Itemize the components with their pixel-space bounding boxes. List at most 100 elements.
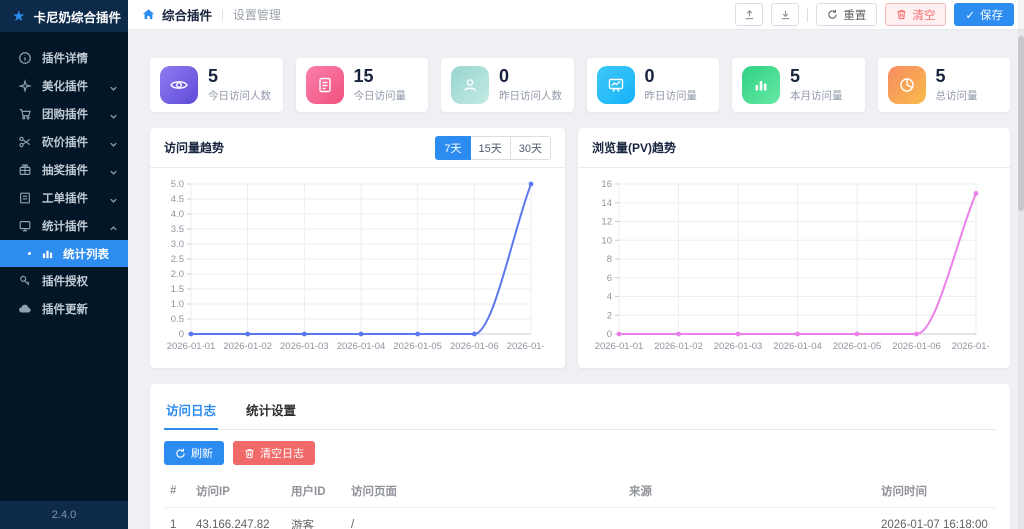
tab-access-log[interactable]: 访问日志	[164, 396, 219, 430]
sidebar-item-group-buy[interactable]: 团购插件	[0, 100, 128, 128]
stat-value: 0	[644, 65, 655, 86]
visits-chart-body: 2026-01-01 2026-01-02 2026-01-03 2026-01-04…	[150, 168, 565, 368]
stat-label: 昨日访问人数	[499, 90, 562, 103]
star-icon: ★	[12, 7, 26, 25]
scrollbar-thumb[interactable]	[1018, 36, 1024, 211]
stat-value: 15	[353, 65, 374, 86]
svg-text:8: 8	[607, 254, 612, 265]
svg-text:4.0: 4.0	[171, 209, 184, 220]
magic-icon	[18, 79, 32, 93]
sidebar-item-bargain[interactable]: 砍价插件	[0, 128, 128, 156]
scrollbar-track[interactable]	[1018, 0, 1024, 529]
clear-log-button[interactable]: 清空日志	[233, 441, 315, 465]
trash-icon	[244, 448, 255, 459]
svg-text:10: 10	[601, 235, 612, 246]
check-icon: ✓	[965, 9, 975, 22]
tab-statistics-settings[interactable]: 统计设置	[246, 404, 297, 418]
version-label: 2.4.0	[0, 501, 128, 529]
table-header-row: # 访问IP 用户ID 访问页面 来源 访问时间	[164, 475, 996, 508]
user-icon	[451, 66, 489, 104]
svg-text:2026-01-06: 2026-01-06	[450, 341, 499, 352]
breadcrumb-divider: |	[221, 8, 224, 21]
refresh-icon	[827, 9, 838, 20]
import-button[interactable]	[771, 3, 800, 26]
svg-text:2026-01-02: 2026-01-02	[654, 341, 703, 352]
download-icon	[780, 9, 791, 20]
reset-button[interactable]: 重置	[816, 3, 878, 26]
svg-text:2026-01-04: 2026-01-04	[337, 341, 386, 352]
visits-panel-header: 访问量趋势 7天 15天 30天	[150, 128, 565, 168]
svg-text:2026-01-03: 2026-01-03	[280, 341, 329, 352]
charts-row: 访问量趋势 7天 15天 30天 2026-01-01 2026-01-02 202…	[150, 128, 1010, 368]
chevron-down-icon	[109, 166, 118, 175]
sidebar-item-statistics[interactable]: 统计插件	[0, 212, 128, 240]
pv-chart-body: 2026-01-01 2026-01-02 2026-01-03 2026-01-04…	[578, 168, 1010, 368]
pv-panel-header: 浏览量(PV)趋势	[578, 128, 1010, 168]
range-tab-7d[interactable]: 7天	[435, 135, 471, 160]
visits-trend-panel: 访问量趋势 7天 15天 30天 2026-01-01 2026-01-02 202…	[150, 128, 565, 368]
svg-text:2026-01-01: 2026-01-01	[595, 341, 644, 352]
sidebar-menu: 插件详情 美化插件 团购插件 砍价插件 抽奖插件 工单插件	[0, 32, 128, 501]
range-tab-15d[interactable]: 15天	[469, 135, 511, 160]
svg-text:12: 12	[601, 217, 612, 228]
app-title: 卡尼奶综合插件	[33, 10, 121, 25]
bullet-dot	[28, 252, 31, 255]
svg-text:2: 2	[607, 310, 612, 321]
access-log-table: # 访问IP 用户ID 访问页面 来源 访问时间 1 43.166.247.82 游…	[164, 475, 996, 529]
col-header-ip: 访问IP	[190, 475, 285, 508]
export-button[interactable]	[735, 3, 764, 26]
pv-line-chart: 2026-01-01 2026-01-02 2026-01-03 2026-01-04…	[595, 179, 1001, 352]
sidebar-item-license[interactable]: 插件授权	[0, 267, 128, 295]
topbar-actions: 重置 清空 ✓ 保存	[735, 3, 1014, 26]
ticket-icon	[18, 191, 32, 205]
presentation-icon	[596, 66, 635, 104]
svg-text:0: 0	[179, 329, 184, 340]
monitor-icon	[18, 219, 32, 233]
svg-text:2026-01-07: 2026-01-07	[952, 341, 990, 352]
info-icon	[18, 51, 32, 65]
pv-trend-panel: 浏览量(PV)趋势 2026-01-01 2026-01-02 2026-01-03…	[578, 128, 1010, 368]
sidebar-item-ticket[interactable]: 工单插件	[0, 184, 128, 212]
breadcrumb: 综合插件 | 设置管理	[142, 5, 281, 24]
sidebar-item-beautify[interactable]: 美化插件	[0, 72, 128, 100]
stat-value: 5	[935, 65, 946, 86]
svg-text:2026-01-07: 2026-01-07	[507, 341, 545, 352]
svg-text:2026-01-01: 2026-01-01	[167, 341, 216, 352]
sidebar: ★ 卡尼奶综合插件 插件详情 美化插件 团购插件 砍价插件 抽奖插件	[0, 0, 128, 529]
refresh-icon	[175, 448, 186, 459]
stat-card-today-visitors: 5 今日访问人数	[150, 58, 283, 112]
svg-text:2026-01-03: 2026-01-03	[714, 341, 763, 352]
svg-text:3.0: 3.0	[171, 239, 184, 250]
stat-value: 5	[208, 65, 219, 86]
stats-row: 5 今日访问人数 15 今日访问量 0 昨日访问人数	[150, 58, 1010, 112]
sidebar-item-plugin-details[interactable]: 插件详情	[0, 44, 128, 72]
stat-label: 昨日访问量	[644, 90, 698, 103]
svg-text:3.5: 3.5	[171, 224, 184, 235]
stat-card-today-views: 15 今日访问量	[295, 58, 428, 112]
svg-text:4: 4	[607, 292, 612, 303]
clear-button[interactable]: 清空	[885, 3, 947, 26]
stat-card-yesterday-visitors: 0 昨日访问人数	[441, 58, 574, 112]
sidebar-subitem-statistics-list[interactable]: 统计列表	[0, 240, 128, 267]
svg-text:2026-01-05: 2026-01-05	[393, 341, 442, 352]
breadcrumb-current[interactable]: 综合插件	[162, 9, 213, 23]
svg-text:2026-01-02: 2026-01-02	[223, 341, 272, 352]
col-header-source: 来源	[623, 475, 875, 508]
chevron-down-icon	[109, 82, 118, 91]
log-tabs: 访问日志 统计设置	[164, 396, 996, 430]
sidebar-item-lottery[interactable]: 抽奖插件	[0, 156, 128, 184]
refresh-button[interactable]: 刷新	[164, 441, 224, 465]
toolbar-divider	[807, 7, 809, 22]
stat-label: 今日访问量	[353, 90, 407, 103]
range-tab-30d[interactable]: 30天	[509, 135, 551, 160]
svg-text:0: 0	[607, 329, 612, 340]
svg-text:5.0: 5.0	[171, 179, 184, 190]
breadcrumb-secondary[interactable]: 设置管理	[232, 8, 281, 22]
save-button[interactable]: ✓ 保存	[954, 3, 1014, 26]
svg-text:2026-01-04: 2026-01-04	[773, 341, 822, 352]
col-header-page: 访问页面	[345, 475, 623, 508]
sidebar-item-update[interactable]: 插件更新	[0, 295, 128, 323]
stat-label: 今日访问人数	[208, 90, 271, 103]
col-header-index: #	[164, 475, 190, 508]
stat-card-total-views: 5 总访问量	[877, 58, 1010, 112]
